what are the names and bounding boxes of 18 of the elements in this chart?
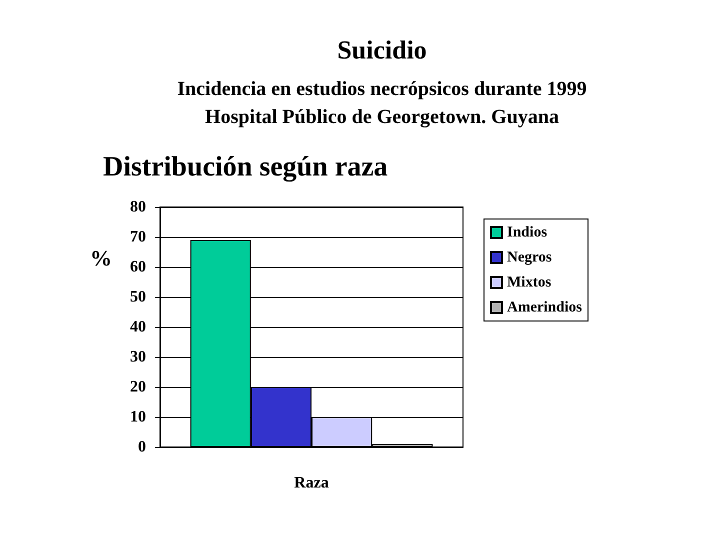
y-tick-label: 30 (130, 348, 146, 366)
legend-label: Mixtos (507, 274, 552, 290)
y-tick-label: 0 (138, 438, 146, 456)
x-axis-title: Raza (294, 474, 329, 492)
chart-subtitle: Incidencia en estudios necrópsicos durante 1999 Hospital Público de Georgetown. Guyana (177, 78, 587, 128)
y-tick-label: 20 (130, 378, 146, 396)
chart-title: Suicidio (337, 36, 427, 64)
y-tick-label: 70 (130, 228, 146, 246)
legend-label: Indios (507, 224, 548, 240)
legend-label: Negros (507, 250, 552, 266)
y-tick-label: 40 (130, 318, 146, 336)
y-tick-label: 80 (130, 198, 146, 216)
text: Distribución según raza (103, 152, 388, 182)
y-tick-label: 50 (130, 288, 146, 306)
y-tick-label: 10 (130, 408, 146, 426)
legend-label: Amerindios (507, 300, 582, 316)
y-tick-label: 60 (130, 258, 146, 276)
y-axis-title: % (90, 246, 112, 270)
